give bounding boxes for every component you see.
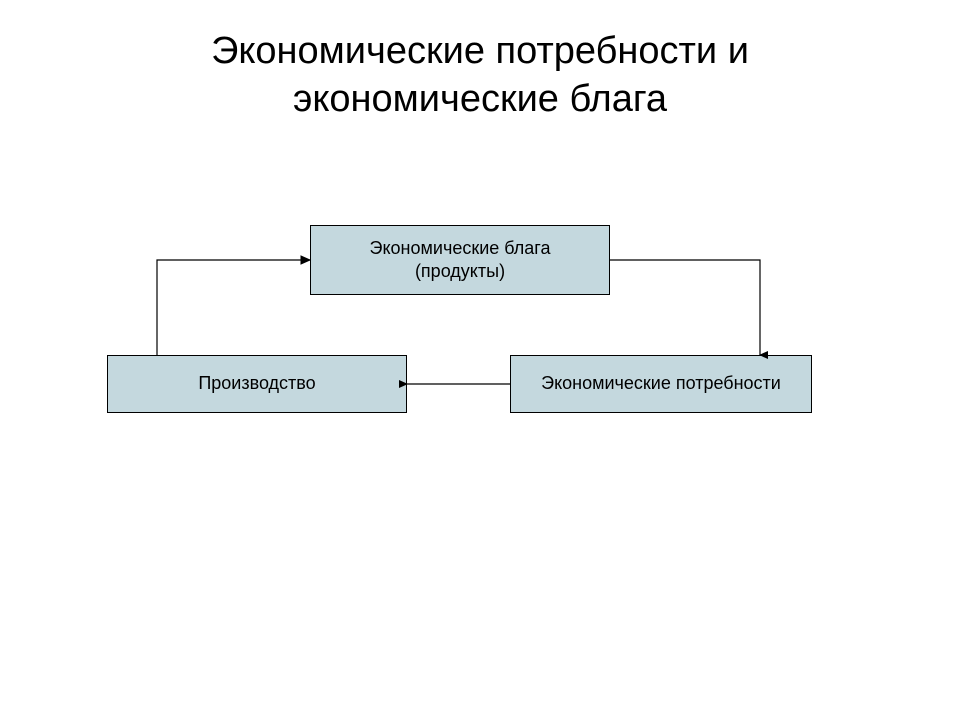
edge-goods-to-needs	[610, 260, 760, 355]
node-needs: Экономические потребности	[510, 355, 812, 413]
node-production-label: Производство	[198, 372, 315, 395]
node-goods-label-2: (продукты)	[415, 261, 505, 281]
flowchart-diagram: Экономические блага (продукты) Производс…	[0, 0, 960, 720]
node-production: Производство	[107, 355, 407, 413]
edge-production-to-goods	[157, 260, 310, 355]
node-goods: Экономические блага (продукты)	[310, 225, 610, 295]
node-needs-label: Экономические потребности	[541, 372, 781, 395]
node-goods-label-1: Экономические блага	[370, 238, 551, 258]
